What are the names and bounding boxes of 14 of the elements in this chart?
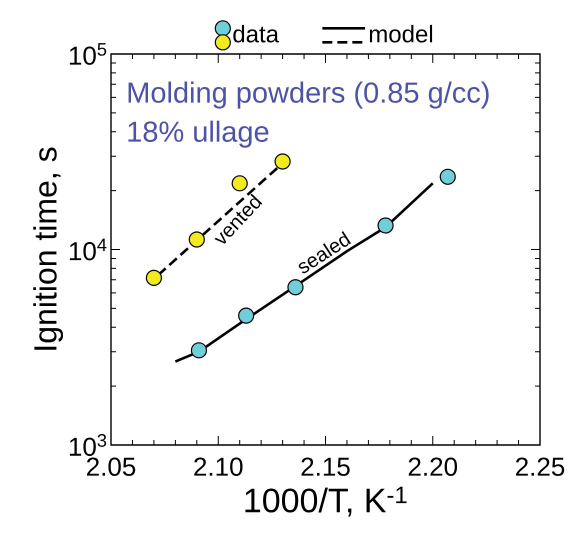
y-tick-label: 10$^{5}$ — [70, 43, 106, 65]
x-tick-label: 2.05 — [87, 458, 136, 476]
x-tick-label: 2.20 — [408, 458, 458, 476]
y-tick-label: 10$^{4}$ — [70, 238, 106, 260]
y-tick-label: 10$^{3}$ — [70, 434, 106, 456]
annotation: Molding powders (0.85 g/cc) — [128, 82, 489, 109]
legend-label: model — [370, 24, 432, 43]
y-axis-title: Ignition time, s — [33, 148, 64, 350]
legend-label: data — [233, 24, 280, 43]
x-tick-label: 2.10 — [194, 458, 243, 476]
x-tick-label: 2.25 — [516, 458, 564, 476]
x-axis-title: 1000/T, K$^{-1}$ — [245, 486, 406, 517]
x-tick-label: 2.15 — [302, 458, 350, 476]
annotation: 18% ullage — [128, 120, 268, 148]
